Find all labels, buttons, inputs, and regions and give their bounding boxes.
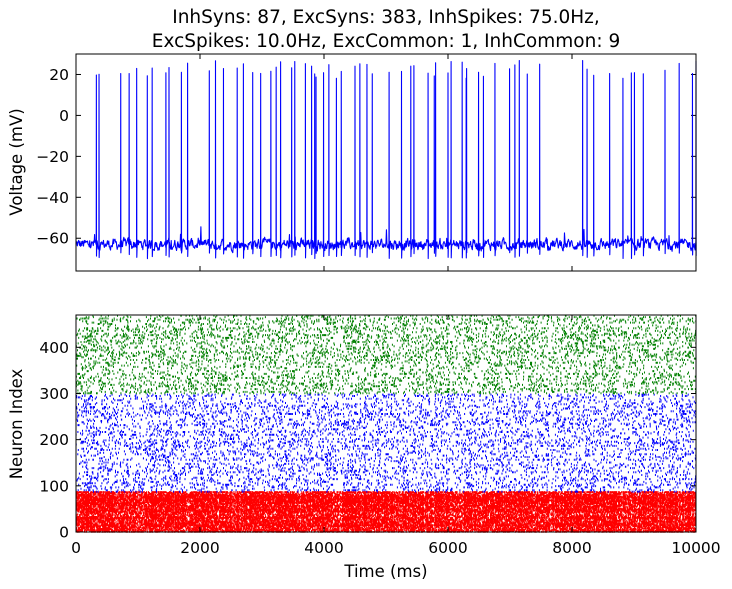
voltage-ytick-label: 20 [49,66,69,84]
chart-title-line-2: ExcSpikes: 10.0Hz, ExcCommon: 1, InhComm… [152,31,620,52]
voltage-series-line [75,59,697,260]
raster-xtick-label: 4000 [304,539,343,557]
raster-xtick-label: 2000 [180,539,219,557]
raster-ytick-label: 0 [59,524,69,542]
raster-xtick-label: 8000 [552,539,591,557]
raster-plot-frame [75,314,697,533]
raster-xtick-label: 10000 [671,539,720,557]
raster-y-axis-label: Neuron Index [7,368,26,479]
raster-dots-layer [75,314,697,533]
voltage-plot: 20 0 −20 −40 −60 Voltage (mV) [7,53,697,272]
raster-ytick-label: 400 [39,339,69,357]
raster-population-excitatory-1 [75,393,697,493]
raster-ytick-label: 200 [39,431,69,449]
voltage-y-axis-label: Voltage (mV) [7,108,26,215]
raster-x-axis-label: Time (ms) [343,562,427,581]
raster-ytick-label: 300 [39,385,69,403]
voltage-ytick-label: 0 [59,107,69,125]
raster-population-excitatory-2 [75,314,697,395]
voltage-plot-frame [75,53,697,272]
voltage-ytick-label: −40 [36,189,69,207]
raster-xtick-label: 0 [71,539,81,557]
raster-population-inhibitory [75,491,697,533]
voltage-ytick-label: −60 [36,230,69,248]
voltage-ticks: 20 0 −20 −40 −60 [36,54,697,271]
chart-title-line-1: InhSyns: 87, ExcSyns: 383, InhSpikes: 75… [172,7,600,28]
voltage-ytick-label: −20 [36,148,69,166]
raster-xtick-label: 6000 [428,539,467,557]
voltage-trace-layer [75,59,697,260]
raster-ytick-label: 100 [39,477,69,495]
